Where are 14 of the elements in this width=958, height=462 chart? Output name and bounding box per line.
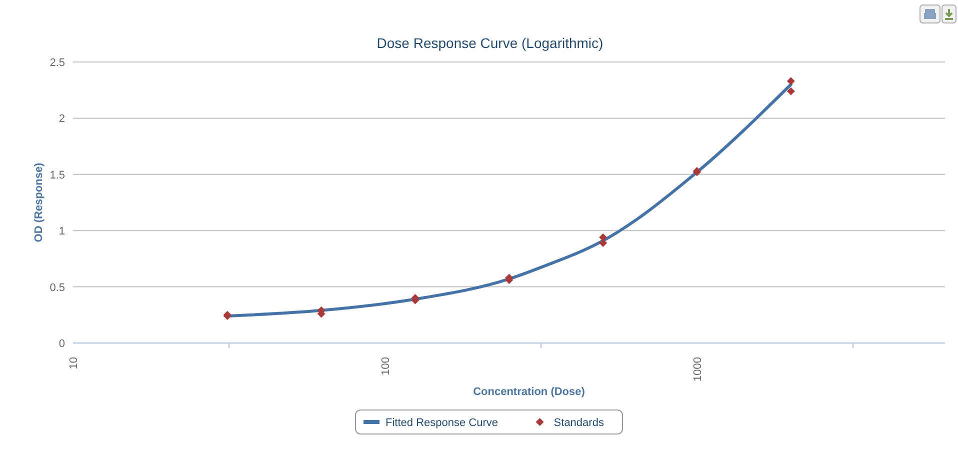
- chart-title: Dose Response Curve (Logarithmic): [376, 35, 604, 51]
- y-axis-title: OD (Response): [33, 162, 45, 242]
- x-tick-label: 10: [68, 357, 80, 370]
- y-tick-label: 2.5: [50, 57, 65, 69]
- x-tick-label: 100: [380, 357, 392, 376]
- x-tick-label: 1000: [692, 357, 704, 382]
- y-tick-label: 1.5: [50, 169, 65, 182]
- legend-label: Fitted Response Curve: [386, 417, 498, 429]
- y-tick-label: 0.5: [50, 282, 65, 294]
- legend-label: Standards: [554, 417, 604, 429]
- y-tick-label: 2: [58, 113, 65, 126]
- x-axis-title: Concentration (Dose): [473, 386, 586, 398]
- y-tick-label: 0: [58, 338, 65, 350]
- y-tick-label: 1: [58, 226, 65, 238]
